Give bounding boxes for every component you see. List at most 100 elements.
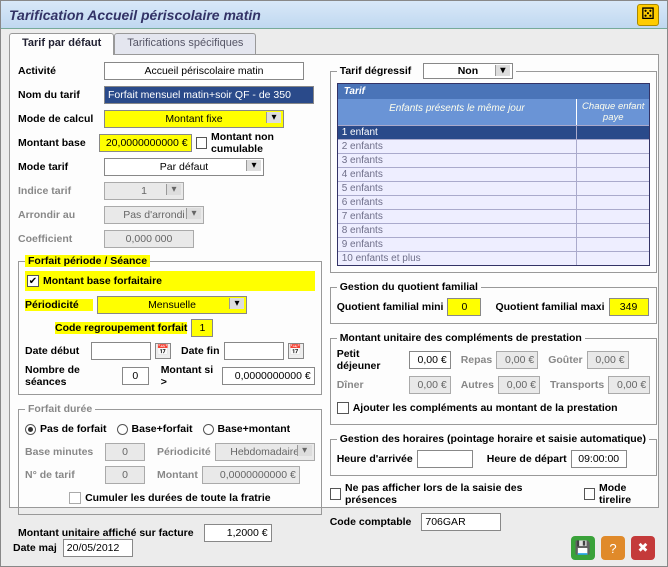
date-fin-label: Date fin	[181, 345, 220, 357]
transports-label: Transports	[550, 379, 604, 391]
montant-base-label: Montant base	[18, 137, 95, 149]
degressif-combo[interactable]: Non	[423, 63, 513, 79]
ne-pas-afficher-checkbox[interactable]	[330, 488, 341, 500]
date-fin-input[interactable]	[224, 342, 284, 360]
base-forfaitaire-label: Montant base forfaitaire	[43, 275, 162, 287]
right-column: Tarif dégressif Non Tarif Enfants présen…	[330, 61, 658, 501]
montant-base-input[interactable]: 20,0000000000 €	[99, 134, 192, 152]
horaires-group: Gestion des horaires (pointage horaire e…	[330, 433, 658, 476]
comptable-label: Code comptable	[330, 516, 412, 528]
petit-input[interactable]: 0,00 €	[409, 351, 451, 369]
table-row[interactable]: 5 enfants	[338, 181, 650, 195]
table-row[interactable]: 10 enfants et plus	[338, 251, 650, 265]
duree-periodicite-combo: Hebdomadaire	[215, 443, 315, 461]
cumuler-checkbox	[69, 492, 81, 504]
nom-tarif-input[interactable]: Forfait mensuel matin+soir QF - de 350	[104, 86, 314, 104]
date-maj-label: Date maj	[13, 542, 57, 554]
left-column: Activité Accueil périscolaire matin Nom …	[18, 61, 322, 501]
table-row[interactable]: 3 enfants	[338, 153, 650, 167]
autres-label: Autres	[461, 379, 494, 391]
date-debut-label: Date début	[25, 345, 87, 357]
degressif-legend: Tarif dégressif Non	[337, 63, 516, 79]
qf-maxi-input[interactable]: 349	[609, 298, 649, 316]
forfait-periode-group: Forfait période / Séance ✔ Montant base …	[18, 255, 322, 395]
tab-default[interactable]: Tarif par défaut	[9, 33, 114, 55]
radio-pas-forfait[interactable]	[25, 424, 36, 435]
nb-seances-input[interactable]: 0	[122, 367, 149, 385]
radio-bf-label: Base+forfait	[132, 423, 193, 435]
save-button[interactable]: 💾	[571, 536, 595, 560]
calendar-icon[interactable]: 📅	[288, 343, 304, 359]
duree-montant-label: Montant	[157, 469, 198, 481]
table-row[interactable]: 2 enfants	[338, 139, 650, 153]
table-row[interactable]: 8 enfants	[338, 223, 650, 237]
arrivee-input[interactable]	[417, 450, 473, 468]
comptable-input[interactable]: 706GAR	[421, 513, 501, 531]
qf-mini-input[interactable]: 0	[447, 298, 481, 316]
code-regroup-input[interactable]: 1	[191, 319, 213, 337]
dice-icon[interactable]	[637, 4, 659, 26]
qf-mini-label: Quotient familial mini	[337, 301, 444, 313]
degressif-group: Tarif dégressif Non Tarif Enfants présen…	[330, 63, 658, 273]
date-maj-input[interactable]: 20/05/2012	[63, 539, 133, 557]
table-row[interactable]: 6 enfants	[338, 195, 650, 209]
tab-body: Activité Accueil périscolaire matin Nom …	[9, 54, 659, 508]
base-min-input: 0	[105, 443, 145, 461]
code-regroup-label: Code regroupement forfait	[55, 322, 187, 334]
coef-input: 0,000 000	[104, 230, 194, 248]
window: Tarification Accueil périscolaire matin …	[0, 0, 668, 567]
forfait-duree-legend: Forfait durée	[25, 403, 95, 415]
mode-tarif-combo[interactable]: Par défaut	[104, 158, 264, 176]
qf-legend: Gestion du quotient familial	[337, 281, 481, 293]
non-cumulable-checkbox[interactable]	[196, 137, 207, 149]
complements-legend: Montant unitaire des compléments de pres…	[337, 332, 585, 344]
diner-label: Dîner	[337, 379, 405, 391]
repas-label: Repas	[461, 354, 493, 366]
table-title: Tarif	[338, 84, 650, 99]
montant-si-input[interactable]: 0,0000000000 €	[222, 367, 314, 385]
base-forfaitaire-checkbox[interactable]: ✔	[27, 275, 39, 287]
calendar-icon[interactable]: 📅	[155, 343, 171, 359]
radio-bm-label: Base+montant	[218, 423, 291, 435]
radio-base-forfait[interactable]	[117, 424, 128, 435]
activite-value: Accueil périscolaire matin	[104, 62, 304, 80]
duree-periodicite-label: Périodicité	[157, 446, 211, 458]
gouter-label: Goûter	[548, 354, 582, 366]
window-title: Tarification Accueil périscolaire matin	[9, 7, 261, 23]
date-debut-input[interactable]	[91, 342, 151, 360]
ajouter-checkbox[interactable]	[337, 402, 349, 414]
table-row[interactable]: 7 enfants	[338, 209, 650, 223]
depart-input[interactable]: 09:00:00	[571, 450, 627, 468]
periodicite-combo[interactable]: Mensuelle	[97, 296, 247, 314]
forfait-duree-group: Forfait durée Pas de forfait Base+forfai…	[18, 403, 322, 515]
radio-pas-label: Pas de forfait	[40, 423, 107, 435]
autres-input: 0,00 €	[498, 376, 540, 394]
petit-label: Petit déjeuner	[337, 348, 405, 372]
nb-seances-label: Nombre de séances	[25, 364, 118, 388]
base-min-label: Base minutes	[25, 446, 101, 458]
periodicite-label: Périodicité	[25, 299, 93, 311]
client-area: Tarif par défaut Tarifications spécifiqu…	[1, 29, 667, 514]
nom-tarif-label: Nom du tarif	[18, 89, 100, 101]
mode-calcul-combo[interactable]: Montant fixe	[104, 110, 284, 128]
horaires-legend: Gestion des horaires (pointage horaire e…	[337, 433, 649, 445]
table-col1: Enfants présents le même jour	[338, 99, 578, 125]
indice-label: Indice tarif	[18, 185, 100, 197]
table-col2: Chaque enfant paye	[577, 99, 649, 125]
montant-si-label: Montant si >	[161, 364, 219, 388]
ne-pas-afficher-label: Ne pas afficher lors de la saisie des pr…	[345, 482, 562, 506]
table-row[interactable]: 1 enfant	[338, 125, 650, 139]
qf-group: Gestion du quotient familial Quotient fa…	[330, 281, 658, 324]
repas-input: 0,00 €	[496, 351, 538, 369]
tirelire-checkbox[interactable]	[584, 488, 595, 500]
footer: Date maj 20/05/2012 💾 ? ✖	[13, 536, 655, 560]
tab-specific[interactable]: Tarifications spécifiques	[114, 33, 256, 55]
table-row[interactable]: 4 enfants	[338, 167, 650, 181]
diner-input: 0,00 €	[409, 376, 451, 394]
help-button[interactable]: ?	[601, 536, 625, 560]
degressif-legend-text: Tarif dégressif	[340, 65, 412, 77]
table-row[interactable]: 9 enfants	[338, 237, 650, 251]
indice-combo: 1	[104, 182, 184, 200]
close-button[interactable]: ✖	[631, 536, 655, 560]
radio-base-montant[interactable]	[203, 424, 214, 435]
